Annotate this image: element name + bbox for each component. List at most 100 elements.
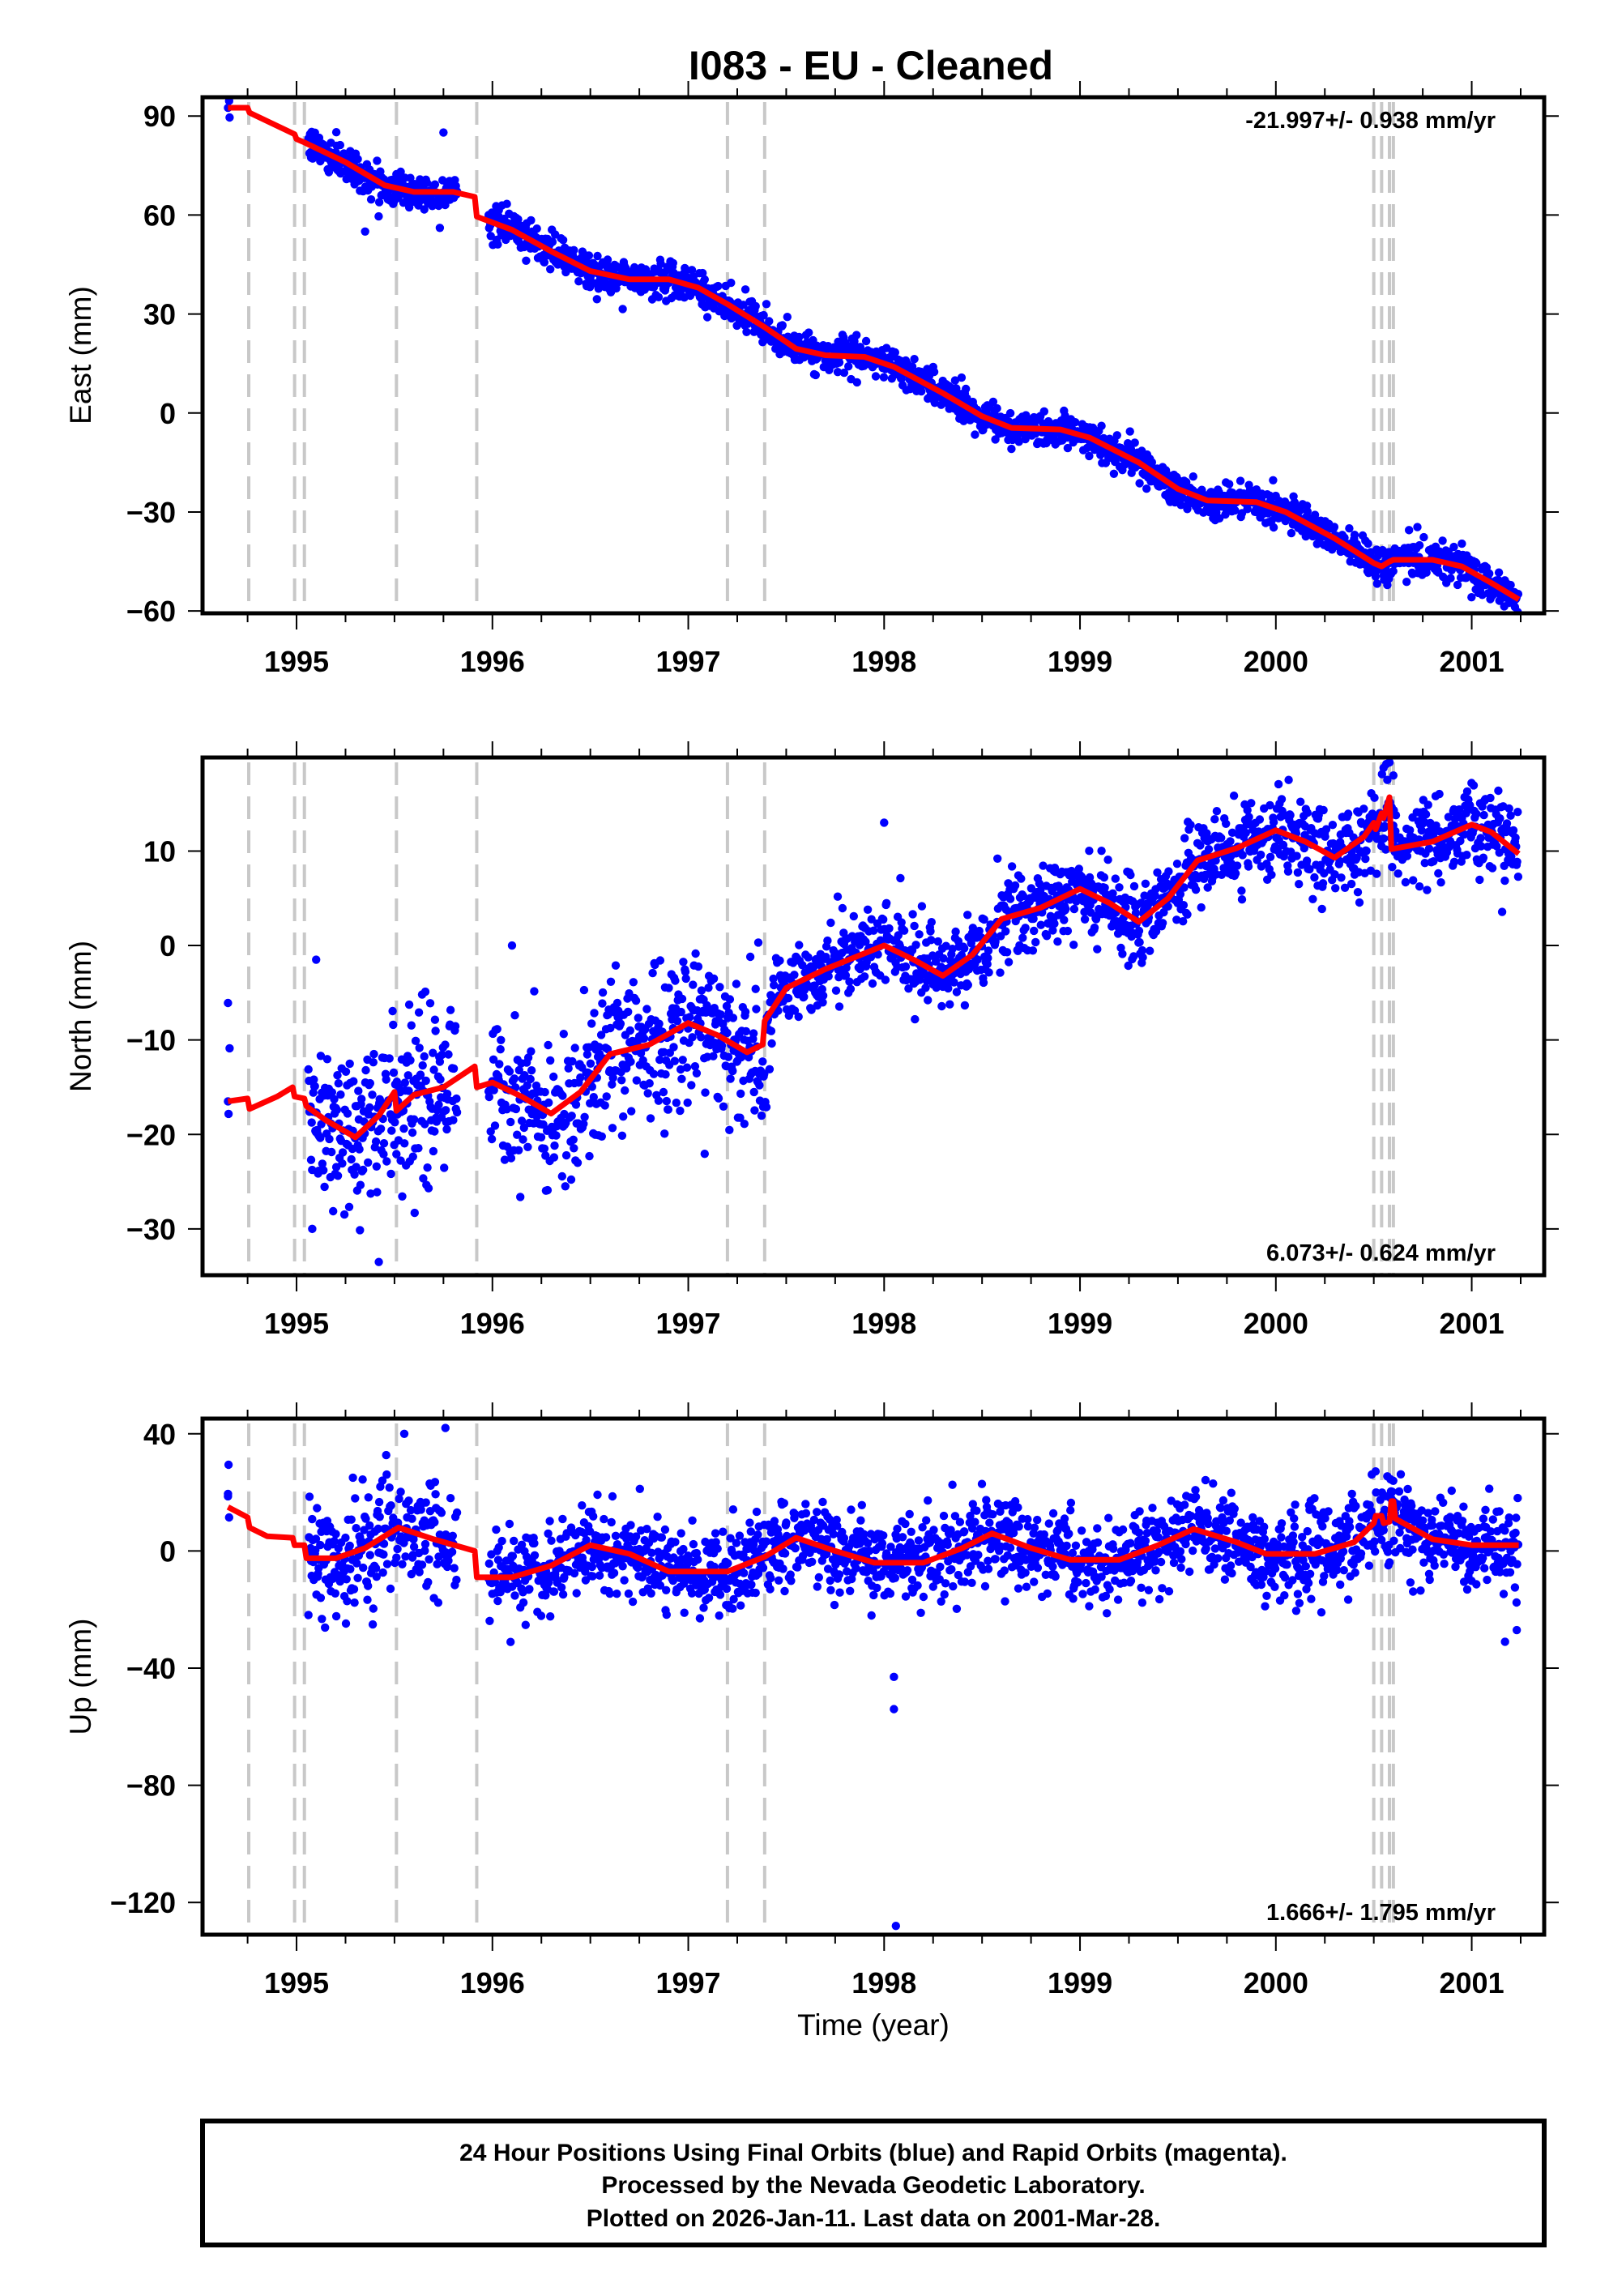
observation-point [375,1513,384,1521]
observation-point [1446,574,1455,583]
observation-point [339,1210,349,1219]
observation-point [557,1171,566,1181]
observation-point [305,1492,314,1501]
observation-point [917,902,927,911]
observation-point [921,984,930,992]
observation-point [332,1105,341,1115]
observation-point [317,1120,326,1129]
observation-point [452,1575,461,1585]
observation-point [1099,873,1109,882]
observation-point [510,1074,519,1083]
observation-point [357,1095,366,1103]
x-axis: 1995 1996 1997 1998 1999 2000 2001 [246,741,1522,1340]
observation-point [1353,888,1363,897]
observation-point [879,373,889,382]
observation-point [376,1125,386,1133]
observation-point [879,915,888,924]
observation-point [790,971,799,979]
observation-point [548,237,557,246]
observation-point [647,1589,655,1598]
observation-point [687,266,697,275]
observation-point [984,954,992,962]
observation-point [437,1509,446,1517]
observation-point [1254,827,1263,836]
observation-point [409,1543,419,1551]
observation-point [1109,469,1119,478]
observation-point [1328,821,1338,830]
observation-point [746,1527,755,1536]
observation-point [1303,809,1312,817]
observation-point [1180,834,1189,843]
observation-point [442,1125,451,1134]
observation-point [798,961,807,970]
observation-point [704,1594,714,1603]
observation-point [762,300,771,309]
observation-point [347,1515,356,1524]
observation-point [907,362,917,371]
observation-point [963,980,973,990]
observation-point [493,1596,502,1606]
observation-point [694,1555,702,1564]
observation-point [1036,920,1046,929]
observation-point [549,1153,559,1162]
observation-point [514,1146,523,1155]
observation-point [587,1562,596,1572]
observation-point [664,1105,672,1114]
observation-point [516,1193,525,1201]
observation-point [1229,792,1239,800]
observation-point [1100,883,1109,893]
observation-point [349,1585,359,1594]
observation-point [511,1104,521,1114]
observation-point [647,1548,656,1558]
observation-point [1469,781,1479,790]
observation-point [735,1531,745,1540]
observation-point [725,1125,734,1135]
observation-point [833,368,843,377]
observation-point [372,1162,381,1171]
observation-point [617,1076,626,1085]
observation-point [558,1590,568,1599]
observation-point [1477,842,1486,851]
observation-point [392,1150,401,1159]
observation-point [1453,580,1462,590]
observation-point [962,384,971,394]
observation-point [1419,532,1428,542]
observation-point [1085,847,1094,856]
observation-point [352,1163,361,1171]
observation-point [415,1568,424,1577]
observation-point [343,1109,352,1118]
observation-point [361,227,369,236]
observation-point [1347,879,1356,889]
observation-point [1402,578,1411,587]
observation-point [740,1120,749,1129]
observation-point [950,978,958,987]
observation-point [540,1087,549,1097]
observation-point [1287,528,1296,538]
observation-point [701,1088,710,1097]
observation-point [692,1069,702,1078]
observation-point [439,128,448,137]
observation-point [431,1026,440,1035]
observation-point [1385,758,1394,767]
observation-point [549,1587,559,1596]
observation-point [510,1536,519,1546]
observation-point [804,328,813,337]
observation-point [1118,950,1127,958]
observation-point [688,1516,697,1526]
observation-point [373,156,382,165]
observation-point [382,1075,391,1084]
observation-point [500,1155,510,1164]
observation-point [502,199,511,208]
observation-point [670,1056,679,1065]
observation-point [316,1052,326,1061]
observation-point [1421,810,1431,819]
observation-point [677,994,687,1004]
observation-point [890,348,900,357]
observation-point [646,1114,655,1123]
observation-point [331,1611,341,1621]
observation-point [672,1099,681,1107]
observation-point [618,305,627,314]
observation-point [715,983,724,992]
observation-point [327,1088,336,1097]
observation-point [408,1514,416,1523]
